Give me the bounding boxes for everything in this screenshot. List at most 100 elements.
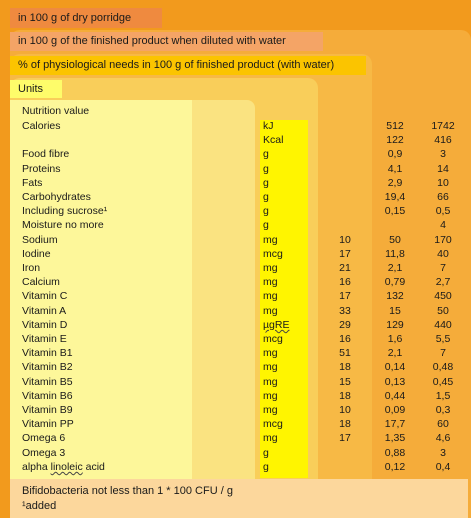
row-unit: µgRE	[263, 318, 290, 331]
row-finished-value: 15	[389, 304, 401, 317]
row-unit: kJ	[263, 120, 274, 132]
row-dry-value: 1742	[431, 120, 455, 132]
row-unit: mcg	[263, 418, 283, 431]
row-percent-needs: 15	[339, 375, 351, 388]
row-dry-value: 3	[440, 148, 446, 161]
row-finished-value: 1,35	[384, 432, 406, 445]
row-finished-value: 132	[386, 290, 404, 303]
row-unit: mg	[263, 389, 278, 402]
row-unit: mcg	[263, 247, 283, 260]
row-name: Vitamin D	[22, 318, 68, 331]
row-unit: mcg	[263, 333, 283, 345]
row-dry-value: 4	[440, 219, 446, 232]
row-unit: g	[263, 446, 269, 459]
header-physiological-needs: % of physiological needs in 100 g of fin…	[10, 56, 366, 75]
footer-panel	[10, 479, 468, 518]
footer-added-note: ¹added	[22, 500, 57, 512]
row-dry-value: 416	[434, 134, 452, 147]
row-finished-value: 0,09	[384, 404, 406, 416]
row-dry-value: 14	[437, 162, 449, 175]
header-units: Units	[10, 80, 62, 98]
row-unit: g	[263, 219, 269, 232]
row-dry-value: 1,5	[435, 389, 451, 402]
row-name: Vitamin B2	[22, 361, 73, 374]
row-percent-needs: 16	[339, 333, 351, 345]
row-unit: mg	[263, 304, 278, 317]
row-finished-value: 11,8	[385, 247, 405, 260]
row-name: Including sucrose¹	[22, 205, 108, 218]
row-dry-value: 450	[434, 290, 452, 303]
row-dry-value: 7	[440, 347, 446, 360]
row-name: alpha linoleic acid	[22, 460, 105, 473]
row-unit: g	[263, 191, 269, 203]
header-finished-product: in 100 g of the finished product when di…	[10, 32, 323, 51]
row-unit: mg	[263, 404, 278, 416]
row-name: Carbohydrates	[22, 191, 91, 203]
header-dry-porridge: in 100 g of dry porridge	[10, 8, 162, 28]
row-name: Omega 6	[22, 432, 66, 445]
row-dry-value: 0,5	[435, 205, 451, 218]
units-column-highlight	[260, 120, 308, 478]
row-unit: g	[263, 460, 269, 473]
row-name: Vitamin B1	[22, 347, 73, 360]
row-dry-value: 0,4	[435, 460, 451, 473]
row-name: Vitamin A	[22, 304, 67, 317]
row-name: Iron	[22, 262, 41, 274]
row-name: Moisture no more	[22, 219, 104, 232]
row-percent-needs: 17	[339, 247, 351, 260]
row-finished-value: 0,79	[384, 276, 406, 289]
row-finished-value: 17,7	[384, 418, 406, 431]
row-finished-value: 0,15	[384, 205, 406, 218]
row-unit: mg	[263, 375, 278, 388]
row-unit: mg	[263, 347, 278, 360]
nutrition-title: Nutrition value	[22, 105, 90, 117]
row-name: Vitamin B9	[22, 404, 73, 416]
row-finished-value: 2,1	[387, 262, 403, 274]
row-dry-value: 2,7	[435, 276, 451, 289]
row-dry-value: 40	[437, 247, 449, 260]
row-name: Vitamin C	[22, 290, 68, 303]
row-finished-value: 1,6	[387, 333, 403, 345]
row-name: Vitamin E	[22, 333, 67, 345]
row-name: Food fibre	[22, 148, 70, 161]
row-unit: mg	[263, 276, 278, 289]
row-percent-needs: 10	[339, 404, 351, 416]
row-percent-needs: 29	[339, 318, 351, 331]
row-percent-needs: 33	[339, 304, 351, 317]
row-percent-needs: 17	[339, 290, 351, 303]
row-name: Proteins	[22, 162, 61, 175]
row-unit: mg	[263, 290, 278, 303]
row-percent-needs: 18	[339, 361, 351, 374]
row-unit: g	[263, 162, 269, 175]
row-dry-value: 66	[437, 191, 449, 203]
row-name: Vitamin PP	[22, 418, 74, 431]
row-percent-needs: 10	[339, 233, 351, 246]
row-dry-value: 170	[434, 233, 452, 246]
row-unit: g	[263, 205, 269, 218]
row-finished-value: 0,12	[384, 460, 406, 473]
row-name: Omega 3	[22, 446, 66, 459]
row-percent-needs: 17	[339, 432, 351, 445]
row-dry-value: 4,6	[435, 432, 451, 445]
footer-bifidobacteria-note: Bifidobacteria not less than 1 * 100 CFU…	[22, 485, 233, 497]
row-finished-value: 2,9	[387, 176, 403, 189]
row-dry-value: 0,3	[435, 404, 451, 416]
row-finished-value: 2,1	[387, 347, 403, 360]
row-finished-value: 512	[386, 120, 404, 132]
row-dry-value: 10	[437, 176, 449, 189]
row-dry-value: 0,45	[432, 375, 454, 388]
bg-names-panel	[10, 100, 192, 518]
row-dry-value: 50	[437, 304, 449, 317]
row-dry-value: 440	[434, 318, 452, 331]
row-name: Sodium	[22, 233, 58, 246]
row-finished-value: 129	[386, 318, 404, 331]
row-unit: mg	[263, 262, 278, 274]
row-finished-value: 0,88	[384, 446, 406, 459]
row-finished-value: 19,4	[384, 191, 406, 203]
row-unit: g	[263, 176, 269, 189]
row-finished-value: 0,13	[384, 375, 406, 388]
row-unit: mg	[263, 361, 278, 374]
row-name: Calories	[22, 120, 61, 132]
row-dry-value: 5,5	[435, 333, 451, 345]
row-finished-value: 4,1	[387, 162, 403, 175]
